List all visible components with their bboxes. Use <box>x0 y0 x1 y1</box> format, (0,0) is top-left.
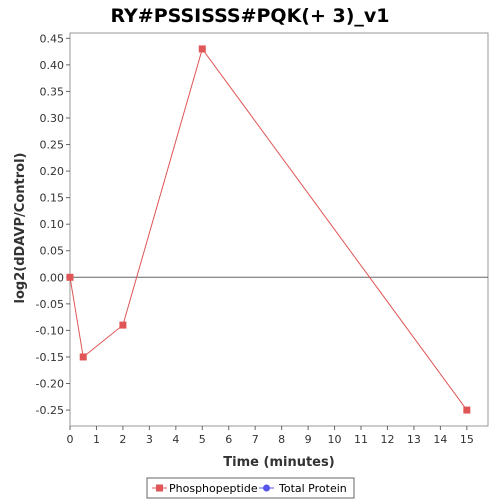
y-tick-label: -0.25 <box>36 404 64 417</box>
x-tick-label: 7 <box>252 433 259 446</box>
y-tick-label: 0.35 <box>40 85 65 98</box>
x-tick-label: 13 <box>407 433 421 446</box>
series-layer <box>66 45 471 414</box>
x-axis-label: Time (minutes) <box>223 455 334 470</box>
x-tick-label: 12 <box>380 433 394 446</box>
chart-title: RY#PSSISSS#PQK(+ 3)_v1 <box>110 5 389 27</box>
data-point <box>66 273 74 281</box>
legend-label: Total Protein <box>278 482 347 495</box>
y-tick-label: -0.20 <box>36 378 64 391</box>
data-point <box>79 353 87 361</box>
x-tick-label: 8 <box>278 433 285 446</box>
y-tick-label: 0.15 <box>40 192 65 205</box>
x-tick-label: 4 <box>172 433 179 446</box>
legend-label: Phosphopeptide <box>169 482 258 495</box>
legend-marker <box>263 484 270 492</box>
legend-box <box>146 477 355 499</box>
y-tick-label: 0.20 <box>40 165 65 178</box>
y-axis-label: log2(dDAVP/Control) <box>13 153 28 304</box>
x-tick-label: 3 <box>146 433 153 446</box>
y-tick-label: 0.00 <box>40 271 65 284</box>
y-tick-label: 0.45 <box>40 32 65 45</box>
x-tick-label: 0 <box>67 433 74 446</box>
y-tick-label: 0.10 <box>40 218 65 231</box>
x-tick-label: 10 <box>328 433 342 446</box>
x-tick-label: 11 <box>354 433 368 446</box>
x-tick-label: 5 <box>199 433 206 446</box>
data-point <box>119 321 127 329</box>
y-tick-label: 0.25 <box>40 139 65 152</box>
x-axis: 0 1 2 3 4 5 6 7 8 9 10 11 12 13 14 15 <box>67 426 474 446</box>
x-tick-label: 9 <box>305 433 312 446</box>
x-tick-label: 2 <box>119 433 126 446</box>
data-point <box>463 406 471 414</box>
x-tick-label: 14 <box>433 433 447 446</box>
y-tick-label: -0.10 <box>36 324 64 337</box>
data-point <box>198 45 206 53</box>
y-tick-label: 0.40 <box>40 59 65 72</box>
x-tick-label: 6 <box>225 433 232 446</box>
y-axis: 0.45 0.40 0.35 0.30 0.25 0.20 0.15 0.10 0.05 0.00… <box>36 32 70 417</box>
x-tick-label: 15 <box>460 433 474 446</box>
legend: Phosphopeptide Total Protein <box>146 477 355 499</box>
y-tick-label: -0.15 <box>36 351 64 364</box>
y-tick-label: -0.05 <box>36 298 64 311</box>
plot-area <box>69 32 489 427</box>
y-tick-label: 0.30 <box>40 112 65 125</box>
x-tick-label: 1 <box>93 433 100 446</box>
legend-marker <box>156 484 163 492</box>
y-tick-label: 0.05 <box>40 245 65 258</box>
